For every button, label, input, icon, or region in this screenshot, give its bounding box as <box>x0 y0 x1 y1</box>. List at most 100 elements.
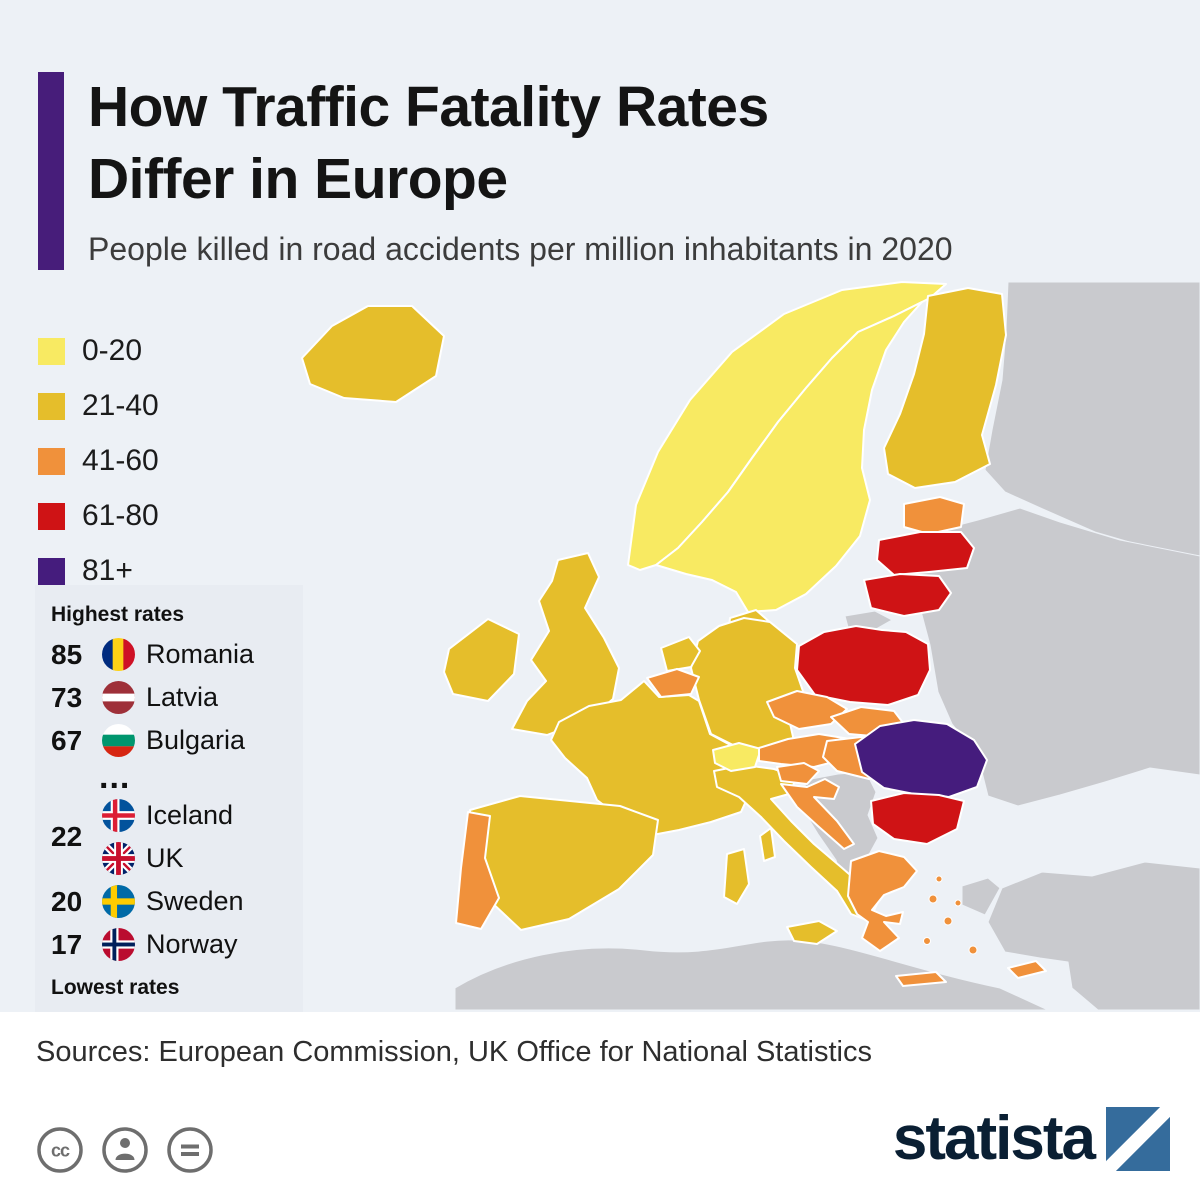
map-uk <box>511 552 620 736</box>
rate-value: 73 <box>51 681 83 713</box>
title-accent-bar <box>38 72 64 270</box>
map-bulgaria <box>870 792 965 845</box>
legend-swatch-41-60 <box>38 447 65 475</box>
romania-flag-icon <box>102 638 135 671</box>
map-greece <box>847 850 918 952</box>
rate-row-uk: UK <box>102 837 233 880</box>
rate-row-iceland: Iceland <box>102 794 233 837</box>
map-romania <box>854 719 988 798</box>
bulgaria-flag-icon <box>102 724 135 757</box>
map-kaliningrad <box>844 610 893 630</box>
map-crete <box>895 971 947 987</box>
rate-value: 22 <box>51 821 83 852</box>
legend-item-61-80: 61-80 <box>38 499 159 533</box>
map-legend: 0-20 21-40 41-60 61-80 81+ <box>38 334 159 588</box>
statista-logo[interactable]: statista <box>893 1103 1170 1174</box>
map-croatia <box>780 778 855 850</box>
legend-item-81plus: 81+ <box>38 554 159 588</box>
map-estonia <box>903 496 965 535</box>
map-rhodes-island <box>968 945 978 955</box>
rate-row-bulgaria: 67 Bulgaria <box>51 719 289 762</box>
legend-item-0-20: 0-20 <box>38 334 159 368</box>
map-north-africa <box>454 939 1049 1011</box>
rate-country: Bulgaria <box>146 725 246 755</box>
sweden-flag-icon <box>102 885 135 918</box>
map-portugal <box>455 811 500 930</box>
subtitle: People killed in road accidents per mill… <box>88 230 953 267</box>
map-aegean-island <box>923 937 931 945</box>
legend-swatch-81plus <box>38 557 65 585</box>
rate-value: 85 <box>51 638 83 670</box>
norway-flag-icon <box>102 928 135 961</box>
title-line-1: How Traffic Fatality Rates <box>88 75 769 139</box>
legend-swatch-61-80 <box>38 502 65 530</box>
lowest-rates-title: Lowest rates <box>51 976 180 999</box>
rate-value: 17 <box>51 928 83 960</box>
map-belgium <box>646 668 700 698</box>
legend-label: 0-20 <box>82 334 143 367</box>
rate-row-romania: 85 Romania <box>51 633 289 676</box>
map-corsica <box>759 827 776 862</box>
map-latvia <box>876 531 975 576</box>
rate-value: 20 <box>51 885 83 917</box>
latvia-flag-icon <box>102 681 135 714</box>
sources-text: Sources: European Commission, UK Office … <box>36 1036 872 1068</box>
rate-country: Sweden <box>146 886 244 916</box>
legend-swatch-0-20 <box>38 337 65 365</box>
rate-country: UK <box>146 843 184 873</box>
cc-no-derivatives-icon[interactable] <box>166 1126 214 1174</box>
legend-label: 41-60 <box>82 444 159 477</box>
rate-group-sweden: 20 Sweden <box>51 880 289 923</box>
iceland-flag-icon <box>102 799 135 832</box>
rate-value: 67 <box>51 724 83 756</box>
map-ukraine-belarus <box>911 507 1200 807</box>
rate-country: Latvia <box>146 682 219 712</box>
svg-text:cc: cc <box>51 1141 70 1161</box>
title-line-2: Differ in Europe <box>88 146 508 211</box>
footer: Sources: European Commission, UK Office … <box>0 1012 1200 1200</box>
map-poland <box>796 625 931 706</box>
map-netherlands <box>660 636 701 672</box>
rate-country: Iceland <box>146 800 234 830</box>
rate-country: Norway <box>146 929 238 959</box>
uk-flag-icon <box>102 842 135 875</box>
map-spain <box>468 795 659 931</box>
legend-label: 81+ <box>82 554 133 587</box>
header: How Traffic Fatality Rates Differ in Euro… <box>38 72 953 270</box>
cc-attribution-icon[interactable] <box>101 1126 149 1174</box>
map-ireland <box>443 618 520 702</box>
map-turkey-thrace <box>961 877 1001 916</box>
legend-item-21-40: 21-40 <box>38 389 159 423</box>
legend-label: 61-80 <box>82 499 159 532</box>
map-lithuania <box>863 573 952 617</box>
map-slovenia <box>776 762 820 785</box>
map-aegean-island <box>943 916 953 926</box>
license-icons: cc <box>36 1126 214 1174</box>
map-sardinia <box>723 848 750 905</box>
highest-rates-title: Highest rates <box>51 603 185 626</box>
map-iceland <box>301 305 445 403</box>
rate-group-iceland-uk: 22 Iceland UK <box>51 794 289 880</box>
map-russia <box>984 281 1200 557</box>
map-finland <box>883 287 1007 489</box>
page-title: How Traffic Fatality Rates Differ in Euro… <box>88 72 953 216</box>
map-aegean-island <box>935 875 943 883</box>
rate-row-sweden: Sweden <box>102 880 244 923</box>
legend-item-41-60: 41-60 <box>38 444 159 478</box>
legend-label: 21-40 <box>82 389 159 422</box>
ellipsis: ... <box>99 758 131 796</box>
map-aegean-island <box>928 894 938 904</box>
cc-license-icon[interactable]: cc <box>36 1126 84 1174</box>
statista-wordmark: statista <box>892 1104 1096 1173</box>
rates-panel: Highest rates 85 Romania 73 Latvia 67 Bu… <box>35 585 303 1018</box>
map-switzerland <box>712 742 762 772</box>
map-turkey <box>987 861 1200 1011</box>
rate-row-norway: Norway <box>102 923 238 966</box>
legend-swatch-21-40 <box>38 392 65 420</box>
rate-country: Romania <box>146 639 255 669</box>
rate-row-latvia: 73 Latvia <box>51 676 289 719</box>
map-sicily <box>786 920 838 945</box>
map-aegean-island <box>954 899 962 907</box>
